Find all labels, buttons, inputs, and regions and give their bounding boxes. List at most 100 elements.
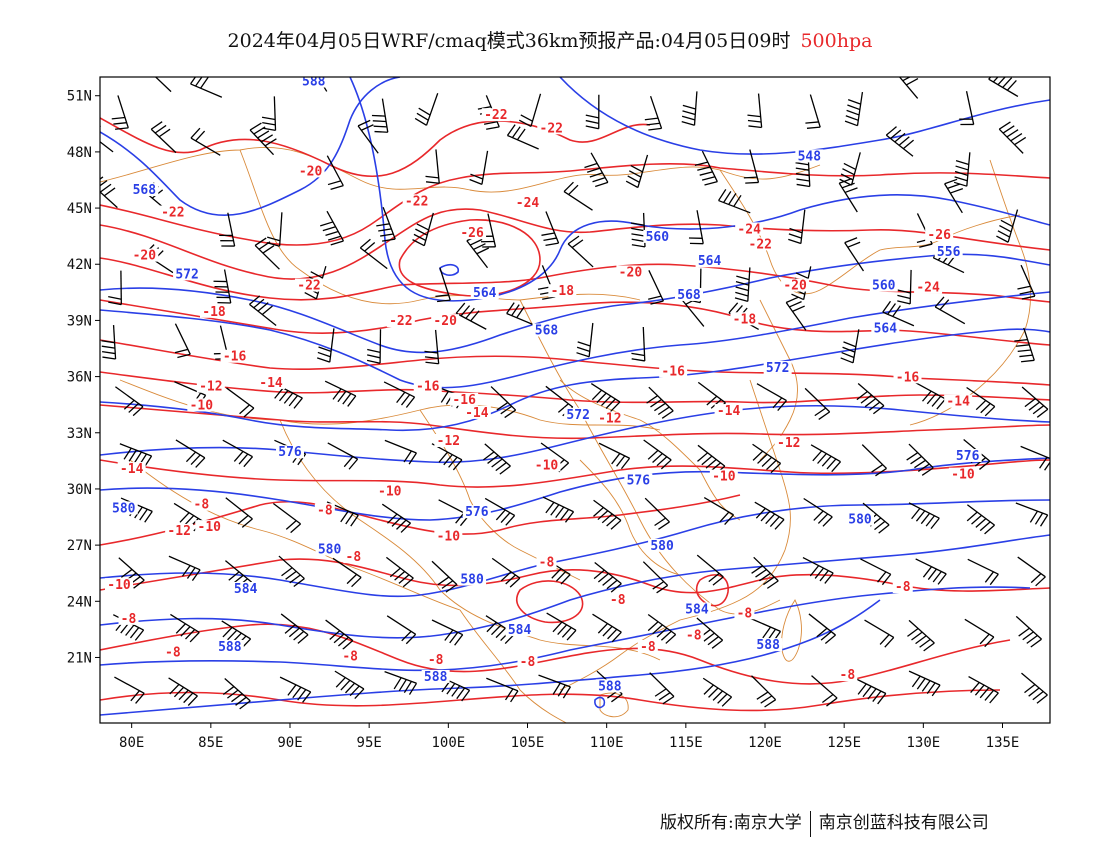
wind-barb [996,209,1019,243]
wind-barb [357,119,379,154]
wind-barb [366,329,382,364]
wind-barb [844,237,865,272]
latitude-axis: 51N 48N 45N 42N 39N 36N 33N 30N 27N 24N 21N [67,89,100,666]
contour-label: 584 [508,623,532,638]
contour-label-bg [481,108,510,122]
wind-barb [576,322,594,358]
height-label-layer: 588 568 572 548 560 556 564 560 564 568 568 564 572 5… [109,74,982,694]
wind-barb [1021,386,1049,418]
wind-barb [802,556,834,584]
lat-tick-label: 24N [67,594,92,610]
wind-barb [469,150,489,185]
wind-barb [898,77,919,99]
wind-barb [1020,445,1050,471]
contour-label-bg [869,278,898,292]
wind-barb [590,383,621,412]
contour-label: 584 [234,582,258,597]
wind-barb [631,326,646,362]
contour-label-bg [754,638,783,652]
wind-barb [592,613,622,643]
wind-barb [381,503,411,533]
contour-label-bg [536,555,557,569]
copyright-separator [809,810,811,837]
wind-barb [754,501,785,530]
contour-label-bg [375,484,404,498]
wind-barb [484,497,516,526]
lon-tick-label: 135E [986,735,1020,751]
contour-label: 564 [874,322,898,337]
wind-barb [897,269,912,305]
contour-label-bg [774,435,803,449]
wind-barb [412,212,434,247]
wind-barb [959,91,975,126]
lat-tick-label: 48N [67,145,92,161]
border-central [559,379,741,521]
wind-barb [915,558,947,585]
contour-label-bg [846,512,874,526]
contour-label: -24 [516,196,540,211]
wind-barb [190,127,221,156]
contour-label-bg [714,404,743,418]
contour-label-bg [299,77,328,88]
contour-label: 568 [133,183,157,198]
wind-barb [864,619,895,648]
wind-barb [696,554,724,586]
contour-label: 568 [677,288,701,303]
wind-barb [225,497,253,528]
contour-label: -22 [484,108,507,123]
temp-contour [516,580,584,624]
contour-label: 572 [566,408,589,423]
lat-tick-label: 33N [67,426,92,442]
wind-barb [466,234,490,269]
copyright-left: 版权所有:南京大学 [660,813,802,833]
contour-label: -24 [916,280,940,295]
contour-label: -10 [437,529,461,544]
wind-barb [518,93,542,128]
contour-label-bg [795,149,824,163]
wind-barb [964,618,995,648]
contour-label: -26 [927,228,951,243]
contour-label: -8 [895,580,911,595]
lon-tick-label: 90E [277,735,302,751]
temp-contour [100,689,1001,712]
wind-barb [170,613,200,643]
wind-barb [327,442,359,470]
contour-label: 564 [473,286,497,301]
wind-barb [222,439,254,468]
wind-barb [584,152,609,188]
contour-label: 588 [302,74,326,89]
wind-barb [702,677,733,707]
contour-label: 572 [766,361,789,376]
contour-label: -10 [378,485,402,500]
wind-barb [175,439,206,468]
contour-label: -16 [223,350,247,365]
contour-label: -16 [452,393,476,408]
contour-label: -8 [194,498,210,513]
chart-title: 2024年04月05日WRF/cmaq模式36km预报产品:04月05日09时 5… [0,26,1100,53]
wind-barb [213,269,232,304]
contour-label-bg [517,654,538,668]
wind-barb [371,98,389,133]
wind-barb [280,613,309,644]
wind-barb [643,439,672,470]
wind-barb [944,178,964,214]
border-northeast [719,169,1021,295]
wind-barb [966,504,995,535]
wind-barb [751,556,779,589]
contour-label: -8 [640,640,656,655]
contour-label: 576 [956,449,980,464]
wind-barb [506,302,539,328]
contour-label-bg [735,222,764,236]
wind-barb [967,558,999,586]
wind-barb [546,612,577,641]
wind-barb [320,210,345,246]
wind-barb [998,121,1027,154]
wind-barb [1021,672,1048,704]
wind-barb [756,383,787,411]
wind-barb [386,615,417,645]
wind-barb [718,189,751,214]
contour-label: -12 [777,436,800,451]
contour-label-bg [616,265,645,279]
contour-label-bg [413,379,442,393]
wind-barb [538,674,571,699]
